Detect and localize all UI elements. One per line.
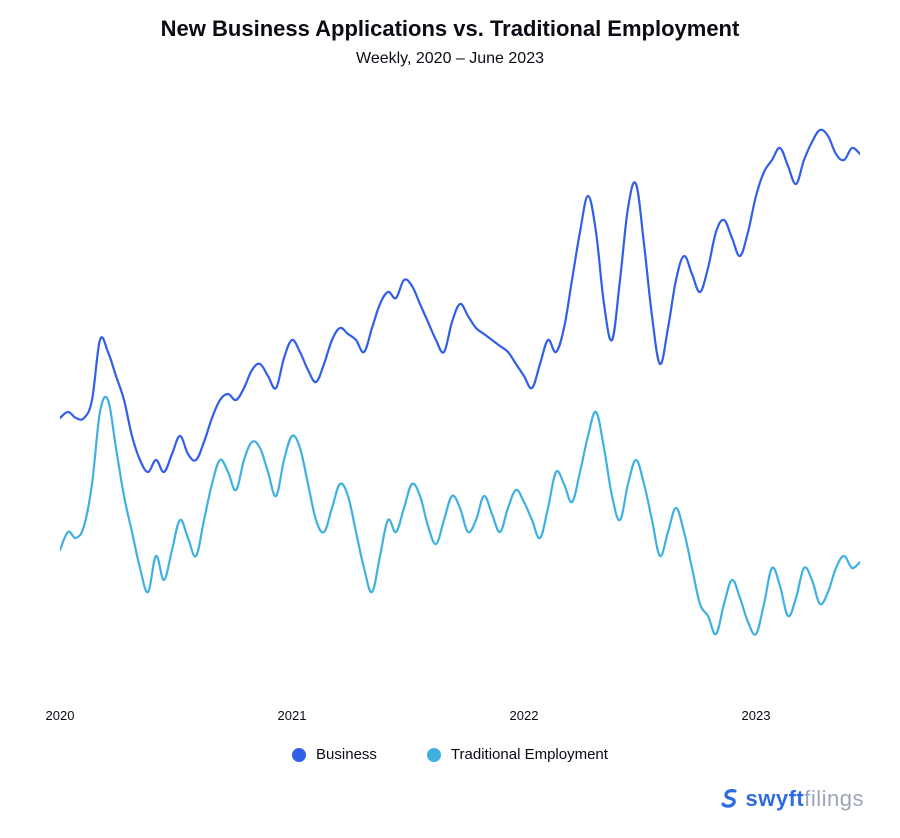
series-line-traditional bbox=[60, 397, 860, 635]
brand-text: swyftfilings bbox=[746, 786, 865, 812]
brand-logo: swyftfilings bbox=[720, 786, 865, 812]
legend-label: Business bbox=[316, 746, 377, 763]
plot-area: 2020202120222023 bbox=[60, 100, 860, 700]
chart-container: New Business Applications vs. Traditiona… bbox=[0, 0, 900, 838]
x-tick: 2020 bbox=[46, 708, 75, 723]
brand-text-1: swyft bbox=[746, 786, 805, 811]
plot-svg bbox=[60, 100, 860, 700]
chart-subtitle: Weekly, 2020 – June 2023 bbox=[0, 50, 900, 68]
x-tick: 2021 bbox=[278, 708, 307, 723]
brand-mark-icon bbox=[720, 788, 740, 810]
legend-item: Traditional Employment bbox=[427, 746, 608, 763]
chart-title: New Business Applications vs. Traditiona… bbox=[0, 16, 900, 42]
legend-dot-icon bbox=[427, 748, 441, 762]
legend-dot-icon bbox=[292, 748, 306, 762]
legend-item: Business bbox=[292, 746, 377, 763]
legend: Business Traditional Employment bbox=[0, 746, 900, 763]
legend-label: Traditional Employment bbox=[451, 746, 608, 763]
brand-text-2: filings bbox=[804, 786, 864, 811]
x-tick: 2022 bbox=[510, 708, 539, 723]
x-tick: 2023 bbox=[742, 708, 771, 723]
series-line-business bbox=[60, 130, 860, 472]
